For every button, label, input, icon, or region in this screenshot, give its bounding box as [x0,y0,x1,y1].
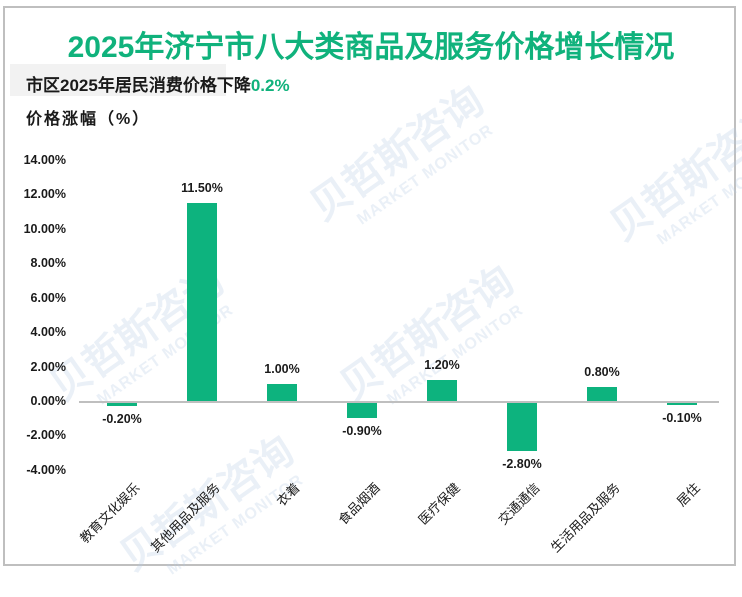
bar-value-label: 0.80% [584,365,620,380]
bar[interactable] [187,203,217,401]
subtitle-highlight: 0.2% [250,76,290,95]
subtitle: 市区2025年居民消费价格下降0.2% [26,71,290,96]
bar[interactable] [667,403,697,405]
bar[interactable] [507,403,537,452]
y-tick-label: 6.00% [30,290,66,305]
y-tick-label: 14.00% [23,153,66,167]
y-tick-label: 10.00% [23,221,66,236]
y-tick-label: 12.00% [23,187,66,202]
y-axis-label: 价格涨幅（%） [26,111,151,128]
chart-frame [3,6,736,566]
bar[interactable] [347,403,377,419]
bar[interactable] [267,383,297,401]
y-tick-label: -4.00% [26,462,66,477]
x-axis-line [79,401,719,403]
bar-value-label: 11.50% [181,181,223,196]
bar-value-label: -0.10% [662,411,702,425]
bar[interactable] [587,387,617,401]
bar-value-label: 1.20% [424,358,460,373]
chart-title: 2025年济宁市八大类商品及服务价格增长情况 [67,31,675,64]
y-tick-label: 4.00% [30,325,66,340]
bar-value-label: -2.80% [502,457,542,472]
y-tick-label: 0.00% [30,394,66,408]
bar[interactable] [427,380,457,401]
subtitle-box [10,64,226,96]
y-tick-label: 8.00% [30,256,66,271]
bar-value-label: -0.20% [102,412,142,427]
y-tick-label: 2.00% [30,359,66,374]
subtitle-text: 市区2025年居民消费价格下降 [26,76,251,95]
bar-value-label: 1.00% [264,361,300,376]
y-tick-label: -2.00% [26,428,66,443]
bar[interactable] [107,403,137,407]
bar-value-label: -0.90% [342,424,382,439]
